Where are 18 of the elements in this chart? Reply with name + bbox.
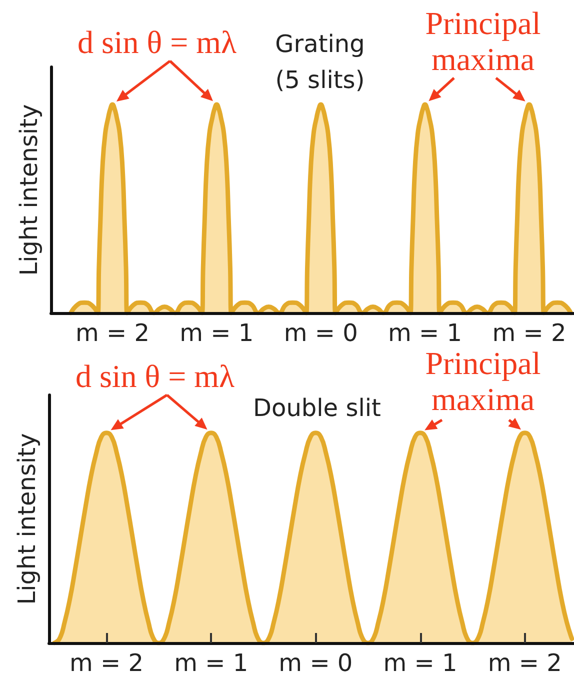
text: d sin θ = mλ	[75, 358, 235, 394]
y-axis-title: Light intensity	[13, 433, 41, 605]
chart-title: Grating (5 slits)	[274, 29, 366, 96]
chart-title: Double slit	[253, 394, 381, 422]
x-tick-label: m = 2	[75, 319, 150, 347]
text: Principal maxima	[424, 345, 542, 417]
x-tick-label: m = 0	[284, 319, 358, 347]
text: Principal maxima	[424, 5, 542, 77]
y-axis-title: Light intensity	[15, 104, 43, 276]
x-tick-label: m = 0	[278, 649, 353, 677]
x-tick-label: m = 2	[492, 319, 566, 347]
x-tick-label: m = 2	[488, 649, 562, 677]
text: d sin θ = mλ	[77, 24, 237, 60]
x-tick-label: m = 1	[174, 649, 248, 677]
x-tick-label: m = 2	[70, 649, 144, 677]
x-tick-label: m = 1	[383, 649, 458, 677]
x-tick-label: m = 1	[180, 319, 254, 347]
x-tick-label: m = 1	[388, 319, 462, 347]
